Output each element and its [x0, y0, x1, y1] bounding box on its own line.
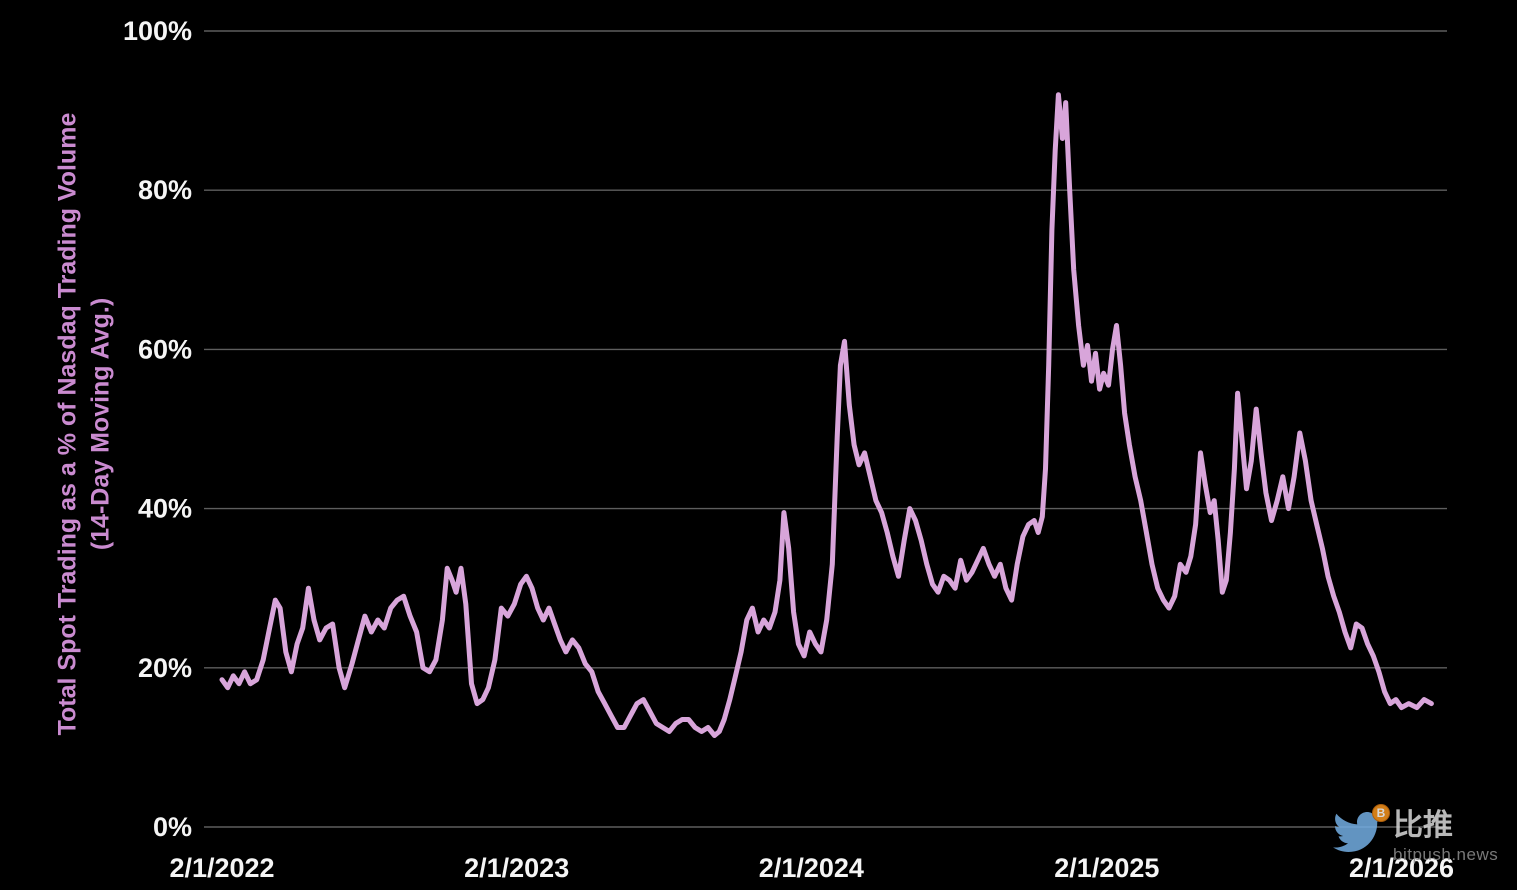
- x-tick-label: 2/1/2022: [169, 853, 274, 883]
- x-tick-label: 2/1/2026: [1349, 853, 1454, 883]
- y-tick-label: 0%: [153, 812, 192, 842]
- bitcoin-icon: B: [1372, 804, 1390, 822]
- x-tick-label: 2/1/2024: [759, 853, 864, 883]
- twitter-bird-icon: [1333, 811, 1383, 852]
- y-axis-title-line2: (14-Day Moving Avg.): [86, 297, 114, 551]
- y-tick-label: 60%: [138, 334, 192, 364]
- y-axis-title: Total Spot Trading as a % of Nasdaq Trad…: [52, 113, 117, 736]
- y-tick-label: 40%: [138, 494, 192, 524]
- watermark-domain: bitpush.news: [1393, 845, 1499, 864]
- watermark-logo: B: [1326, 804, 1390, 862]
- series-line: [219, 92, 1434, 738]
- watermark: B 比推 bitpush.news: [1326, 804, 1498, 866]
- y-axis-title-line1: Total Spot Trading as a % of Nasdaq Trad…: [53, 112, 82, 736]
- watermark-text: 比推 bitpush.news: [1393, 806, 1498, 866]
- x-tick-label: 2/1/2025: [1054, 853, 1159, 883]
- y-tick-label: 80%: [138, 175, 192, 205]
- y-tick-label: 100%: [123, 16, 192, 46]
- x-tick-label: 2/1/2023: [464, 853, 569, 883]
- bitcoin-symbol: B: [1376, 806, 1386, 820]
- watermark-brand: 比推: [1393, 809, 1453, 842]
- y-tick-label: 20%: [138, 653, 192, 683]
